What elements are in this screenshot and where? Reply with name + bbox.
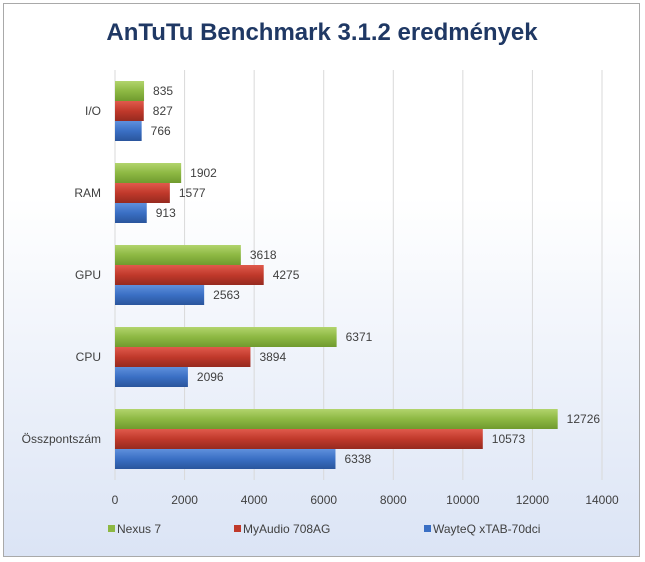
bar — [115, 245, 241, 265]
bar — [115, 265, 264, 285]
legend-swatch — [108, 525, 115, 532]
data-label: 10573 — [492, 432, 526, 446]
data-label: 766 — [151, 124, 171, 138]
bar — [115, 163, 182, 183]
bar — [115, 121, 142, 141]
x-tick-label: 10000 — [446, 493, 480, 507]
data-label: 1902 — [190, 166, 217, 180]
bar — [115, 327, 337, 347]
bar — [115, 449, 336, 469]
x-tick-label: 12000 — [516, 493, 550, 507]
data-label: 12726 — [567, 412, 601, 426]
y-category-label: Összpontszám — [22, 432, 101, 446]
bar — [115, 101, 144, 121]
data-label: 2563 — [213, 288, 240, 302]
data-label: 835 — [153, 84, 173, 98]
data-label: 6338 — [344, 452, 371, 466]
y-category-label: I/O — [85, 104, 101, 118]
legend-swatch — [234, 525, 241, 532]
bar — [115, 183, 170, 203]
x-tick-label: 4000 — [241, 493, 268, 507]
bar — [115, 81, 145, 101]
data-label: 3894 — [259, 350, 286, 364]
x-tick-label: 8000 — [380, 493, 407, 507]
bar — [115, 367, 188, 387]
y-category-label: RAM — [74, 186, 101, 200]
x-tick-label: 6000 — [310, 493, 337, 507]
legend-swatch — [424, 525, 431, 532]
bar — [115, 347, 251, 367]
chart-title: AnTuTu Benchmark 3.1.2 eredmények — [106, 19, 538, 46]
data-label: 2096 — [197, 370, 224, 384]
data-label: 4275 — [273, 268, 300, 282]
bar — [115, 429, 483, 449]
legend-label: MyAudio 708AG — [243, 522, 330, 536]
x-tick-label: 0 — [112, 493, 119, 507]
legend-label: Nexus 7 — [117, 522, 161, 536]
legend-label: WayteQ xTAB-70dci — [433, 522, 540, 536]
data-label: 913 — [156, 206, 176, 220]
bar — [115, 203, 147, 223]
x-tick-label: 14000 — [585, 493, 619, 507]
y-category-label: CPU — [76, 350, 101, 364]
data-label: 6371 — [346, 330, 373, 344]
bar — [115, 285, 205, 305]
data-label: 3618 — [250, 248, 277, 262]
data-label: 1577 — [179, 186, 206, 200]
x-tick-label: 2000 — [171, 493, 198, 507]
data-label: 827 — [153, 104, 173, 118]
bar — [115, 409, 558, 429]
y-category-label: GPU — [75, 268, 101, 282]
